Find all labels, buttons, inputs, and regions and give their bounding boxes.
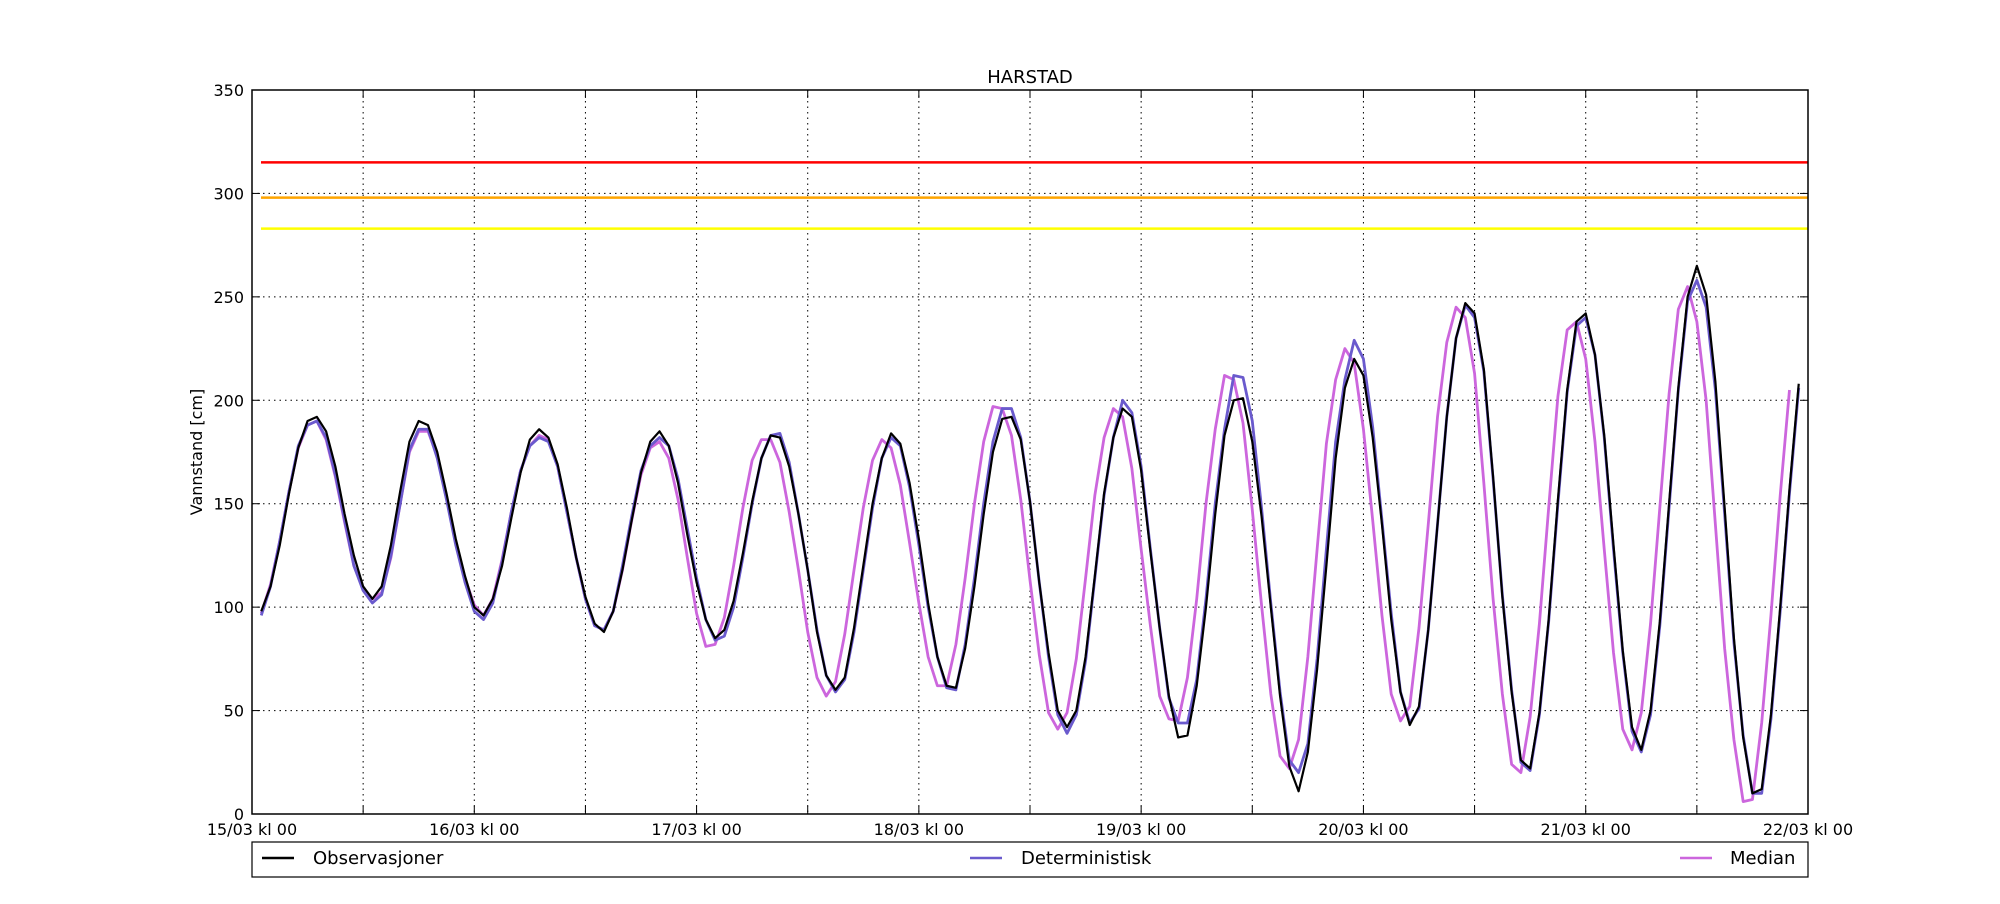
y-tick-label: 0 xyxy=(234,805,244,824)
series-lines xyxy=(259,264,1801,803)
legend: Observasjoner Deterministisk Median xyxy=(251,841,1809,878)
x-tick-label: 17/03 kl 00 xyxy=(651,820,741,839)
y-tick-label: 100 xyxy=(213,598,244,617)
y-tick-label: 200 xyxy=(213,391,244,410)
x-tick-label: 16/03 kl 00 xyxy=(429,820,519,839)
y-tick-label: 300 xyxy=(213,184,244,203)
series-line-observasjoner xyxy=(260,264,1800,795)
x-tick-label: 18/03 kl 00 xyxy=(874,820,964,839)
axis-ticks xyxy=(251,89,1809,815)
chart-title: HARSTAD xyxy=(987,67,1073,88)
x-tick-label: 20/03 kl 00 xyxy=(1318,820,1408,839)
legend-frame xyxy=(251,841,1809,878)
legend-label-median: Median xyxy=(1730,848,1795,869)
threshold-lines xyxy=(261,161,1808,230)
x-tick-labels: 15/03 kl 00 16/03 kl 00 17/03 kl 00 18/03 k… xyxy=(207,820,1853,839)
x-tick-label: 19/03 kl 00 xyxy=(1096,820,1186,839)
y-tick-label: 50 xyxy=(224,702,244,721)
legend-label-deterministisk: Deterministisk xyxy=(1021,848,1152,869)
grid-lines xyxy=(252,90,1808,814)
x-tick-label: 22/03 kl 00 xyxy=(1763,820,1853,839)
x-tick-label: 21/03 kl 00 xyxy=(1541,820,1631,839)
y-tick-labels: 0 50 100 150 200 250 300 350 xyxy=(213,81,244,824)
y-tick-label: 250 xyxy=(213,288,244,307)
y-tick-label: 350 xyxy=(213,81,244,100)
y-axis-label: Vannstand [cm] xyxy=(187,389,206,515)
legend-label-observasjoner: Observasjoner xyxy=(313,848,444,869)
y-tick-label: 150 xyxy=(213,495,244,514)
x-tick-label: 15/03 kl 00 xyxy=(207,820,297,839)
